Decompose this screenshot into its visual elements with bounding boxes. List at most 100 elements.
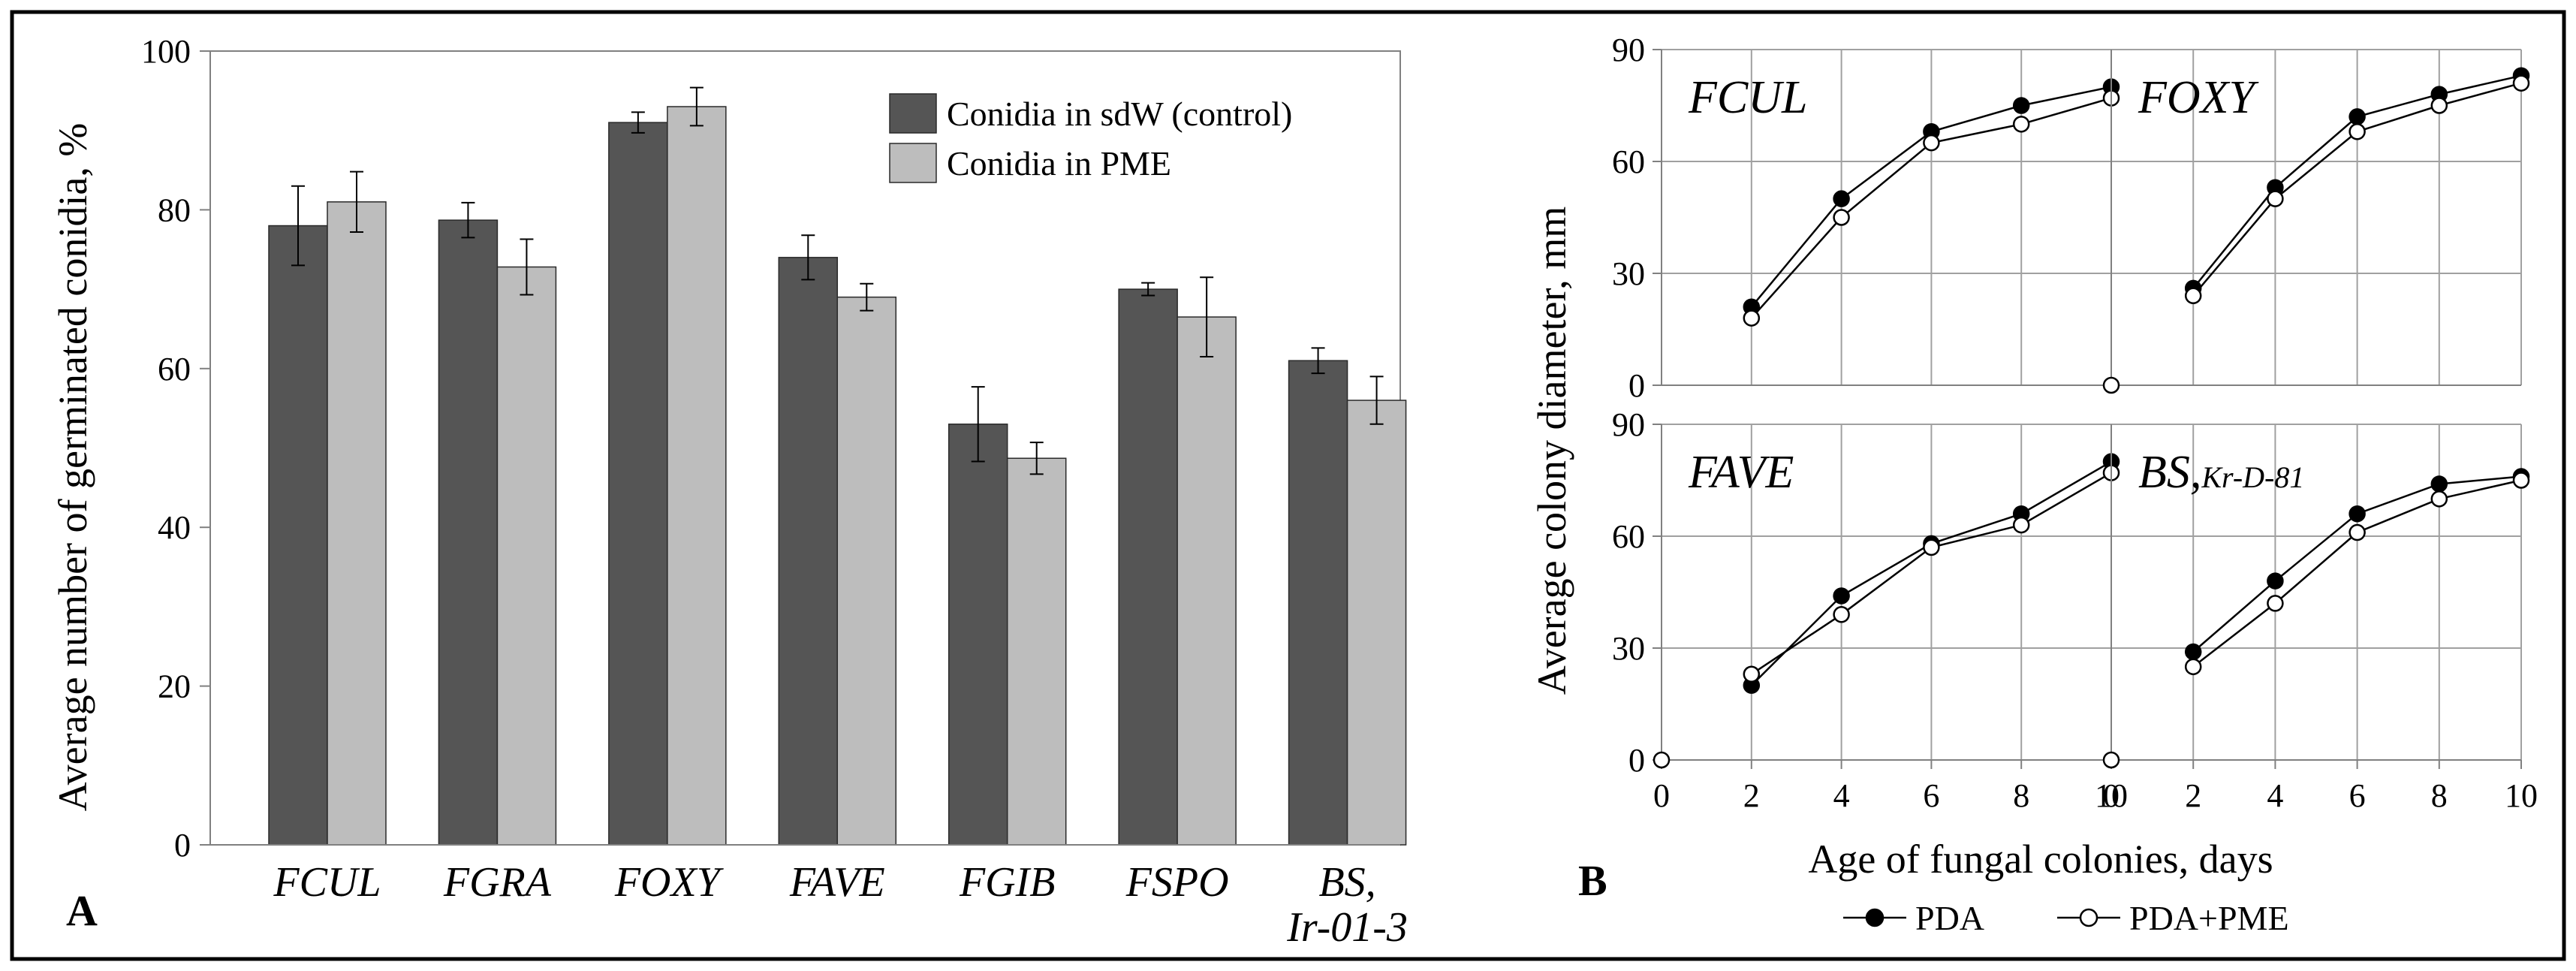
- panel-a-bar: [1006, 457, 1067, 846]
- panel-a-bar: [438, 219, 499, 846]
- panel-a-bar: [268, 225, 328, 846]
- panel-a-bar: [327, 201, 387, 846]
- panel-b-x-tick-label: 0: [1653, 777, 1670, 814]
- panel-a: 0 20 40 60 80 100 FCUL FGRA FOXY FAVE FGIB FSPO BS,I…: [50, 33, 1408, 951]
- panel-b-letter: B: [1578, 856, 1607, 905]
- panel-a-bar: [1288, 360, 1348, 846]
- panel-b-data-point: [1923, 538, 1940, 556]
- panel-b-x-tick-label: 4: [2267, 777, 2283, 814]
- panel-a-y-tick-label: 80: [158, 191, 191, 228]
- panel-a-legend-label: Conidia in PME: [947, 144, 1171, 182]
- panel-b-x-tick-label: 8: [2013, 777, 2029, 814]
- panel-b-x-tick-label: 2: [2185, 777, 2201, 814]
- panel-a-category-label: FCUL: [273, 859, 381, 906]
- panel-b-data-point: [2349, 123, 2366, 140]
- panel-b-x-tick-label: 4: [1833, 777, 1850, 814]
- panel-b-legend: PDA PDA+PME: [1843, 899, 2289, 937]
- panel-b-x-tick-label: 10: [2505, 777, 2538, 814]
- panel-b-data-point: [2102, 751, 2120, 769]
- panel-a-bar: [836, 296, 897, 846]
- panel-a-category-label: FSPO: [1125, 859, 1229, 906]
- panel-b-x-tick-label: 6: [2349, 777, 2366, 814]
- panel-b-data-point: [1833, 587, 1850, 605]
- panel-b-subplot-sublabel: Kr-D-81: [2201, 460, 2304, 494]
- panel-a-letter: A: [66, 886, 98, 935]
- panel-b-data-point: [1743, 309, 1761, 327]
- panel-b-data-point: [2512, 74, 2530, 92]
- panel-b-x-tick-label: 0: [2103, 777, 2120, 814]
- panel-b-legend-marker: [2079, 908, 2098, 927]
- panel-b-legend-label: PDA: [1915, 899, 1984, 937]
- panel-b-data-point: [1833, 209, 1850, 226]
- panel-b-x-axis-title: Age of fungal colonies, days: [1808, 837, 2273, 882]
- panel-a-bar: [496, 266, 557, 846]
- panel-a-y-tick-label: 40: [158, 509, 191, 546]
- panel-b-x-tick-label: 10: [2095, 777, 2128, 814]
- panel-a-bar: [1177, 316, 1237, 846]
- panel-a-y-tick-label: 20: [158, 668, 191, 705]
- panel-b-data-point: [2267, 572, 2284, 590]
- panel-b-data-point: [2349, 108, 2366, 125]
- panel-b-y-axis-title: Average colony diameter, mm: [1529, 207, 1574, 695]
- panel-a-bar: [948, 424, 1008, 846]
- panel-a-category-label: FOXY: [614, 859, 725, 906]
- figure-frame: [10, 10, 2566, 961]
- panel-b-data-point: [2102, 376, 2120, 394]
- panel-a-bar: [1118, 288, 1178, 846]
- panel-b-data-point: [2349, 505, 2366, 523]
- panel-a-bar: [1346, 400, 1407, 846]
- panel-b-data-point: [2430, 97, 2448, 114]
- panel-b-data-point: [1923, 134, 1940, 152]
- panel-b-subplot-label: FCUL: [1688, 72, 1807, 123]
- panel-b-data-point: [1743, 665, 1761, 683]
- panel-b-data-point: [2349, 523, 2366, 541]
- panel-b-data-point: [2184, 643, 2202, 661]
- panel-a-category-label: FAVE: [789, 859, 885, 906]
- panel-a-legend-swatch: [889, 93, 937, 134]
- panel-a-legend-label: Conidia in sdW (control): [947, 95, 1292, 133]
- panel-b-x-tick-label: 2: [1743, 777, 1760, 814]
- panel-b-data-point: [2430, 490, 2448, 508]
- panel-b-data-point: [2184, 287, 2202, 305]
- panel-b-data-point: [2012, 97, 2030, 114]
- panel-b-data-point: [2430, 475, 2448, 493]
- panel-a-category-label: BS,: [1318, 859, 1375, 906]
- panel-b-subplot-label: FAVE: [1688, 447, 1794, 498]
- panel-a-y-tick-label: 0: [174, 827, 191, 864]
- panel-b-x-tick-label: 8: [2431, 777, 2448, 814]
- panel-a-plot-area: 0 20 40 60 80 100 FCUL FGRA FOXY FAVE FGIB FSPO BS,I…: [141, 33, 1408, 951]
- panel-b-y-tick-label: 0: [1628, 742, 1645, 779]
- panel-a-category-label: FGRA: [443, 859, 552, 906]
- panel-b-y-tick-label: 30: [1612, 255, 1645, 292]
- panel-b-data-point: [2184, 658, 2202, 676]
- panel-a-y-tick-label: 100: [141, 33, 191, 70]
- panel-b-y-tick-label: 60: [1612, 518, 1645, 555]
- panel-b-y-tick-label: 60: [1612, 143, 1645, 180]
- panel-a-bar: [778, 257, 839, 846]
- panel-a-bar: [608, 122, 668, 846]
- panel-b-data-point: [2012, 516, 2030, 534]
- panel-b-data-point: [1833, 606, 1850, 623]
- panel-b-y-tick-label: 30: [1612, 630, 1645, 667]
- panel-b-data-point: [2512, 472, 2530, 489]
- panel-a-category-label: FGIB: [959, 859, 1056, 906]
- panel-b-y-tick-label: 90: [1612, 32, 1645, 68]
- panel-b-x-tick-label: 6: [1923, 777, 1939, 814]
- panel-b-y-tick-label: 90: [1612, 406, 1645, 443]
- panel-a-y-axis-title: Average number of germinated conidia, %: [50, 123, 95, 812]
- panel-b-subplot-label: BS,Kr-D-81: [2138, 447, 2304, 498]
- panel-b-legend-label: PDA+PME: [2129, 899, 2289, 937]
- panel-b-legend-marker: [1865, 908, 1885, 927]
- panel-b-data-point: [2267, 595, 2284, 612]
- panel-b-data-point: [2267, 190, 2284, 207]
- panel-a-legend-swatch: [889, 143, 937, 183]
- panel-a-y-tick-label: 60: [158, 351, 191, 387]
- panel-b-subplot-label: FOXY: [2138, 72, 2259, 123]
- panel-b-data-point: [2012, 116, 2030, 133]
- panel-b-data-point: [1653, 751, 1671, 769]
- panel-a-bar: [667, 106, 727, 846]
- panel-b-y-tick-label: 0: [1628, 367, 1645, 404]
